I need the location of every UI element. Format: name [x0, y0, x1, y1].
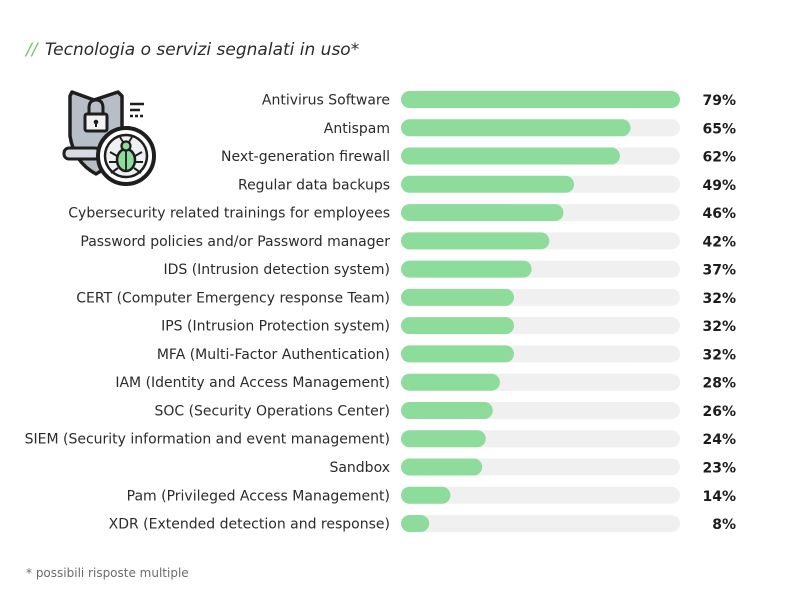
value-label: 32% — [702, 319, 736, 335]
title-text: Tecnologia o servizi segnalati in uso* — [44, 40, 360, 60]
value-label: 46% — [702, 206, 736, 222]
category-label: IPS (Intrusion Protection system) — [161, 319, 390, 335]
value-label: 42% — [702, 234, 736, 250]
value-label: 65% — [702, 121, 736, 137]
category-label: SOC (Security Operations Center) — [154, 403, 390, 419]
bar — [401, 91, 680, 108]
category-label: SIEM (Security information and event man… — [25, 432, 390, 448]
bar — [401, 119, 631, 137]
value-label: 32% — [702, 291, 736, 307]
category-label: MFA (Multi-Factor Authentication) — [157, 347, 390, 363]
category-label: Pam (Privileged Access Management) — [127, 488, 390, 504]
bar-track — [401, 486, 680, 504]
bar — [401, 175, 575, 193]
value-label: 37% — [702, 263, 736, 279]
bar — [401, 373, 500, 391]
bar — [401, 430, 486, 448]
bar — [401, 288, 515, 306]
value-label: 14% — [702, 489, 736, 505]
bar — [401, 232, 550, 250]
footnote: * possibili risposte multiple — [26, 566, 189, 580]
category-label: Password policies and/or Password manage… — [80, 234, 390, 250]
category-label: CERT (Computer Emergency response Team) — [76, 290, 390, 306]
bar — [401, 486, 451, 504]
category-label: IDS (Intrusion detection system) — [163, 262, 390, 278]
bar — [401, 260, 532, 278]
value-label: 23% — [702, 461, 736, 477]
title-slashes: // — [26, 40, 38, 60]
chart-title: // Tecnologia o servizi segnalati in uso… — [26, 40, 359, 60]
value-label: 32% — [702, 347, 736, 363]
bar — [401, 204, 564, 222]
bar — [401, 147, 620, 165]
value-label: 28% — [702, 376, 736, 392]
bar-track — [401, 515, 680, 533]
category-label: Antispam — [324, 121, 390, 137]
category-label: Next-generation firewall — [221, 149, 390, 165]
bar — [401, 458, 483, 476]
category-label: Cybersecurity related trainings for empl… — [68, 206, 390, 222]
bar — [401, 317, 515, 335]
value-label: 49% — [702, 178, 736, 194]
shield-lock-bug-magnifier-icon — [60, 84, 170, 194]
value-label: 8% — [712, 517, 736, 533]
category-label: Regular data backups — [238, 177, 390, 193]
bar — [401, 345, 515, 363]
bar — [401, 515, 430, 533]
category-label: XDR (Extended detection and response) — [109, 517, 390, 533]
category-label: IAM (Identity and Access Management) — [115, 375, 390, 391]
category-label: Sandbox — [329, 460, 390, 476]
value-label: 62% — [702, 150, 736, 166]
value-label: 26% — [702, 404, 736, 420]
value-label: 79% — [702, 93, 736, 109]
bar — [401, 401, 493, 419]
category-label: Antivirus Software — [262, 93, 390, 109]
value-label: 24% — [702, 432, 736, 448]
